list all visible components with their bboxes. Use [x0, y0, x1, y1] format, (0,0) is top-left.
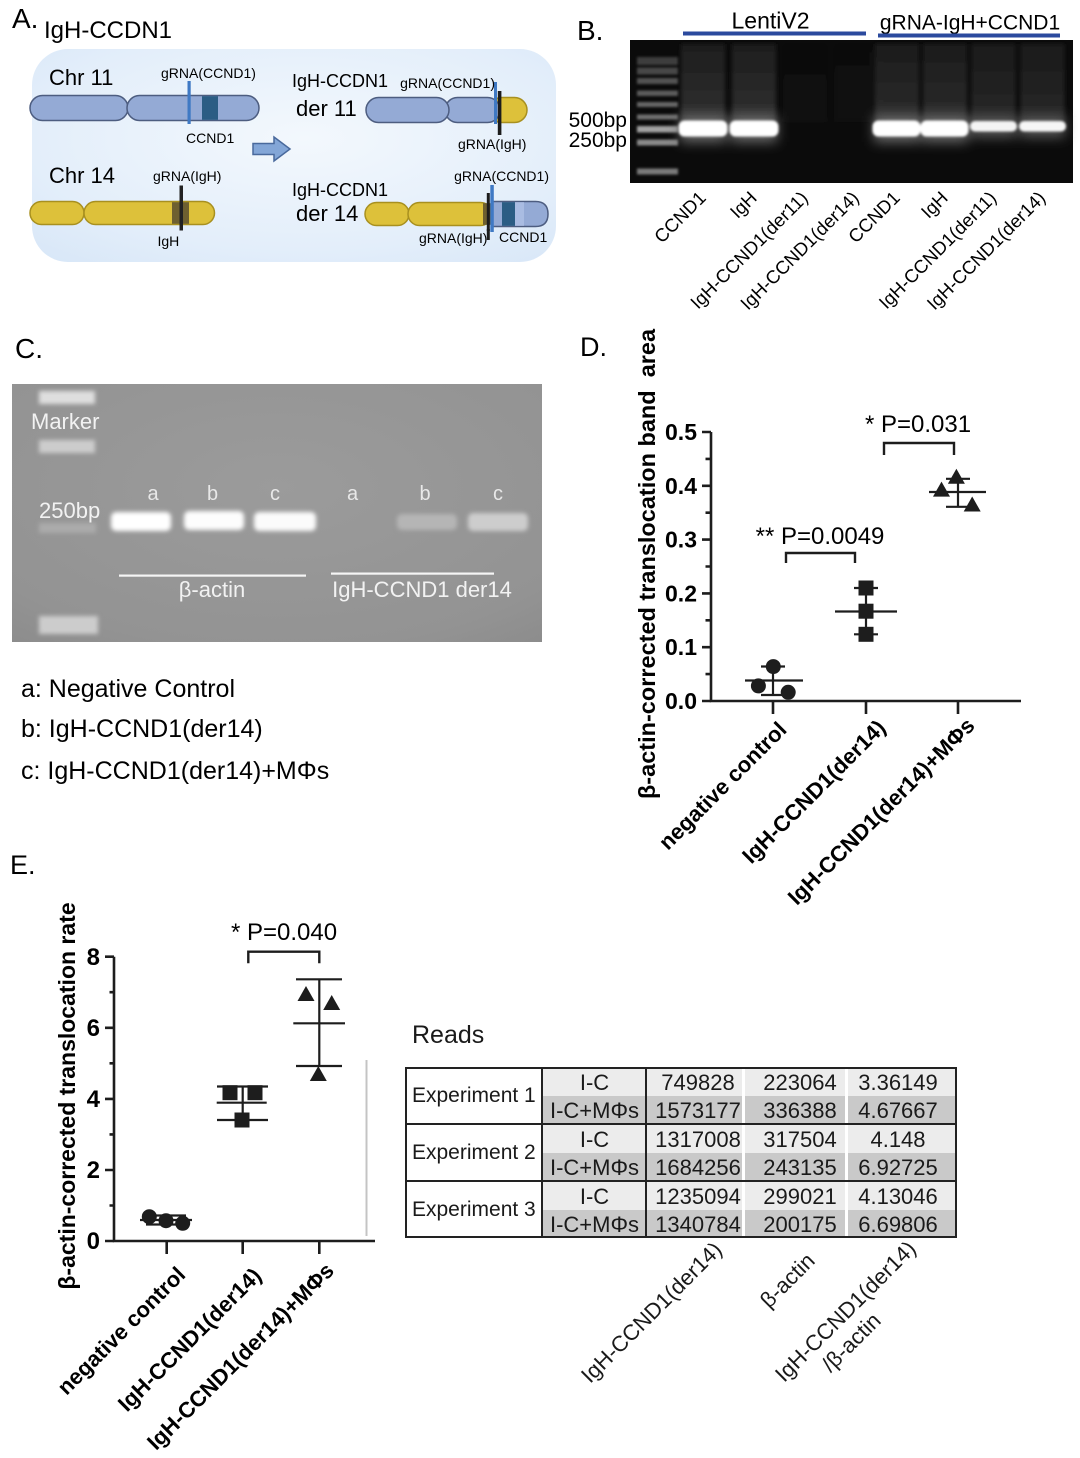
svg-text:LentiV2: LentiV2: [731, 8, 809, 34]
svg-text:B.: B.: [577, 15, 603, 46]
svg-text:6: 6: [87, 1015, 100, 1042]
svg-text:* P=0.031: * P=0.031: [865, 411, 971, 438]
svg-text:IgH: IgH: [917, 187, 952, 222]
svg-text:IgH-CCDN1: IgH-CCDN1: [44, 17, 172, 44]
svg-text:0.1: 0.1: [665, 634, 697, 660]
svg-text:IgH: IgH: [726, 187, 761, 222]
svg-text:500bp: 500bp: [569, 109, 627, 132]
svg-text:β-actin: β-actin: [179, 577, 245, 602]
svg-text:C.: C.: [15, 333, 43, 364]
svg-text:8: 8: [87, 944, 100, 971]
svg-text:β-actin-corrected translocatio: β-actin-corrected translocation rate: [54, 902, 80, 1289]
svg-text:gRNA(IgH): gRNA(IgH): [419, 230, 487, 246]
svg-text:a: Negative Control: a: Negative Control: [21, 675, 235, 703]
svg-text:β-actin-corrected translocatio: β-actin-corrected translocation band are…: [634, 328, 660, 799]
svg-text:250bp: 250bp: [39, 498, 100, 523]
svg-text:der 11: der 11: [296, 96, 357, 121]
svg-text:CCND1: CCND1: [186, 130, 234, 146]
svg-text:CCND1: CCND1: [499, 229, 547, 245]
svg-text:gRNA(IgH): gRNA(IgH): [153, 168, 221, 184]
svg-text:gRNA(CCND1): gRNA(CCND1): [400, 75, 495, 91]
svg-text:IgH-CCDN1: IgH-CCDN1: [292, 180, 388, 200]
svg-text:gRNA(CCND1): gRNA(CCND1): [454, 168, 549, 184]
svg-text:b: IgH-CCND1(der14): b: IgH-CCND1(der14): [21, 715, 263, 743]
svg-text:der 14: der 14: [296, 201, 358, 226]
svg-text:gRNA-IgH+CCND1: gRNA-IgH+CCND1: [880, 12, 1060, 35]
svg-text:250bp: 250bp: [569, 129, 627, 152]
svg-text:Marker: Marker: [31, 409, 99, 434]
svg-text:b: b: [419, 483, 430, 505]
svg-text:E.: E.: [10, 850, 36, 880]
svg-text:0.0: 0.0: [665, 688, 697, 714]
svg-text:a: a: [147, 483, 159, 505]
svg-text:IgH: IgH: [158, 233, 180, 249]
svg-text:CCND1: CCND1: [650, 187, 710, 247]
svg-text:gRNA(CCND1): gRNA(CCND1): [161, 65, 256, 81]
svg-text:Chr 11: Chr 11: [49, 65, 113, 90]
svg-text:a: a: [347, 483, 359, 505]
svg-text:0.5: 0.5: [665, 419, 697, 445]
svg-text:Chr 14: Chr 14: [49, 163, 115, 188]
svg-text:IgH-CCND1(der14)+MΦs: IgH-CCND1(der14)+MΦs: [783, 713, 980, 910]
svg-text:0.4: 0.4: [665, 473, 697, 499]
svg-text:** P=0.0049: ** P=0.0049: [756, 523, 885, 550]
svg-text:b: b: [207, 483, 218, 505]
svg-text:IgH-CCDN1: IgH-CCDN1: [292, 71, 388, 91]
svg-text:c: IgH-CCND1(der14)+MΦs: c: IgH-CCND1(der14)+MΦs: [21, 757, 329, 785]
svg-text:IgH-CCND1 der14: IgH-CCND1 der14: [332, 577, 512, 602]
svg-text:0.3: 0.3: [665, 527, 697, 553]
svg-text:0: 0: [87, 1228, 100, 1255]
svg-text:2: 2: [87, 1157, 100, 1184]
svg-text:c: c: [270, 483, 280, 505]
svg-text:4: 4: [87, 1086, 101, 1113]
svg-text:gRNA(IgH): gRNA(IgH): [458, 136, 526, 152]
svg-text:* P=0.040: * P=0.040: [231, 919, 337, 946]
svg-text:D.: D.: [580, 332, 607, 362]
svg-text:A.: A.: [12, 3, 38, 34]
svg-text:c: c: [493, 483, 503, 505]
svg-text:0.2: 0.2: [665, 580, 697, 606]
